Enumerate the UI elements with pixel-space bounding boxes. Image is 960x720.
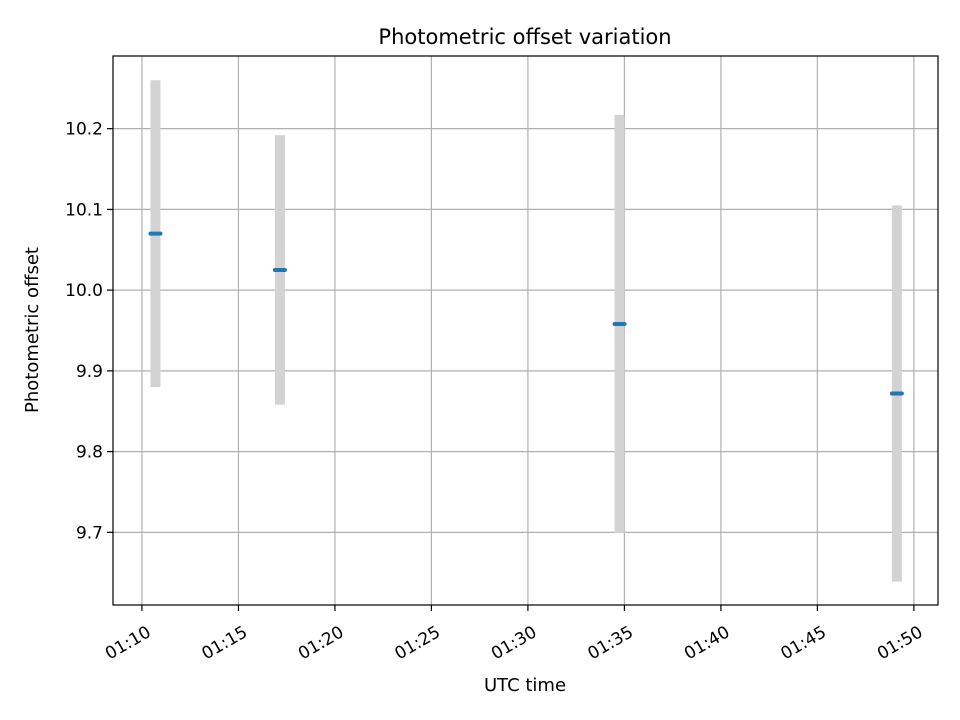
y-tick-label: 9.7 [76, 523, 103, 543]
y-axis-ticks: 9.7 9.8 9.9 10.0 10.1 10.2 [65, 120, 113, 543]
chart-title: Photometric offset variation [378, 25, 671, 49]
y-tick-label: 9.8 [76, 443, 103, 463]
plot-frame [112, 55, 939, 606]
data-points [148, 231, 904, 396]
y-tick-label: 10.1 [65, 200, 103, 220]
x-axis-label: UTC time [484, 675, 566, 696]
y-tick-label: 10.0 [65, 281, 103, 301]
y-tick-label: 9.9 [76, 362, 103, 382]
y-tick-label: 10.2 [65, 120, 103, 140]
y-axis-label: Photometric offset [22, 247, 43, 413]
